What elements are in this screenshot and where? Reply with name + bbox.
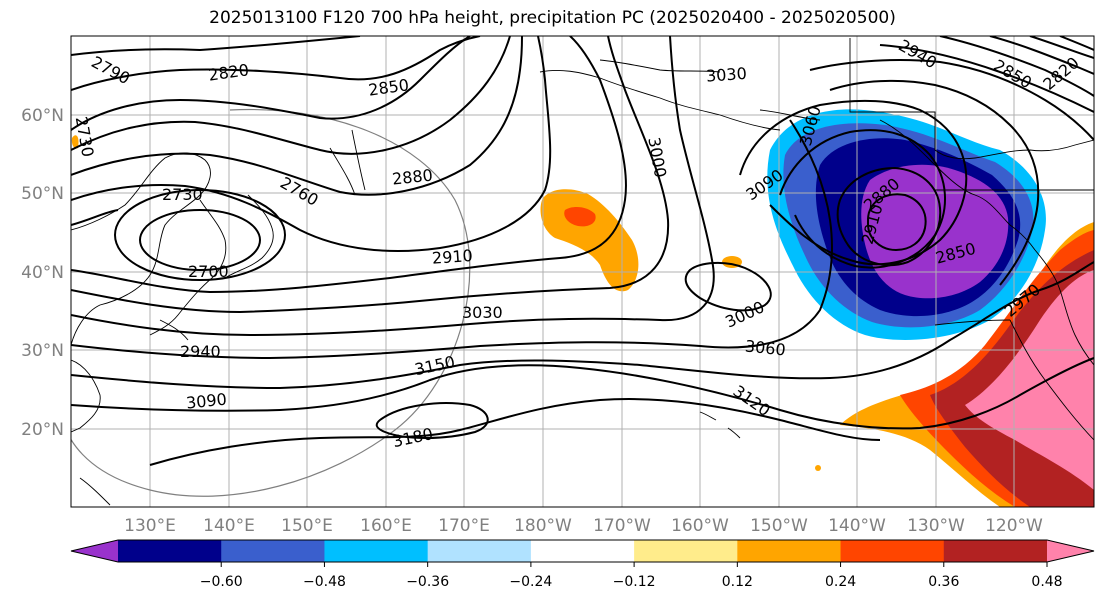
- contour-label: 2910: [431, 246, 473, 268]
- colorbar-ticks: −0.60 −0.48 −0.36 −0.24 −0.12 0.12 0.24 0.36 0.4…: [200, 562, 1063, 590]
- lon-label-120w: 120°W: [985, 516, 1043, 536]
- map-plot-area: 2790 2820 2850 2730 2730 2760 2700 2880 …: [71, 36, 1094, 507]
- precip-negative-region: [767, 109, 1046, 340]
- colorbar: −0.60 −0.48 −0.36 −0.24 −0.12 0.12 0.24 0.36 0.4…: [70, 539, 1095, 590]
- colorbar-tick-label: −0.36: [406, 574, 449, 590]
- lon-label-130w: 130°W: [907, 516, 965, 536]
- colorbar-tick-label: −0.24: [509, 574, 552, 590]
- lon-label-170w: 170°W: [593, 516, 651, 536]
- map-title: 2025013100 F120 700 hPa height, precipit…: [209, 8, 896, 28]
- colorbar-tick-label: 0.36: [928, 574, 959, 590]
- contour-label: 3030: [705, 64, 747, 86]
- precip-positive-region-central: [540, 189, 821, 471]
- colorbar-tick-label: 0.48: [1031, 574, 1062, 590]
- lon-label-150e: 150°E: [281, 516, 333, 536]
- colorbar-cell: [530, 540, 635, 562]
- colorbar-tick-label: −0.48: [303, 574, 346, 590]
- colorbar-cell: [840, 540, 945, 562]
- lon-label-160e: 160°E: [360, 516, 412, 536]
- colorbar-cells: [71, 540, 1094, 562]
- longitude-labels: 130°E 140°E 150°E 160°E 170°E 180°W 170°…: [124, 516, 1043, 536]
- contour-label: 2880: [391, 166, 433, 189]
- lat-label-50n: 50°N: [21, 184, 64, 204]
- colorbar-tick-label: 0.24: [825, 574, 856, 590]
- colorbar-cell: [324, 540, 429, 562]
- lon-label-140w: 140°W: [828, 516, 886, 536]
- map-frame: [70, 35, 1095, 508]
- colorbar-cell: [1047, 540, 1094, 562]
- lon-label-170e: 170°E: [438, 516, 490, 536]
- colorbar-cell: [634, 540, 738, 562]
- contour-label: 3060: [744, 336, 786, 359]
- latitude-labels: 60°N 50°N 40°N 30°N 20°N: [21, 106, 64, 440]
- colorbar-cell: [737, 540, 842, 562]
- colorbar-tick-label: −0.12: [613, 574, 656, 590]
- lat-label-20n: 20°N: [21, 420, 64, 440]
- colorbar-tick-label: −0.60: [200, 574, 243, 590]
- colorbar-cell: [427, 540, 532, 562]
- lat-label-30n: 30°N: [21, 341, 64, 361]
- contour-label: 2730: [162, 185, 203, 204]
- colorbar-cell: [943, 540, 1048, 562]
- colorbar-cell: [221, 540, 325, 562]
- colorbar-outline: [70, 539, 1095, 563]
- lat-label-60n: 60°N: [21, 106, 64, 126]
- colorbar-cell: [118, 540, 222, 562]
- lon-label-140e: 140°E: [203, 516, 255, 536]
- lon-label-160w: 160°W: [671, 516, 729, 536]
- height-contours: [71, 36, 1094, 466]
- colorbar-tick-label: 0.12: [722, 574, 753, 590]
- lat-label-40n: 40°N: [21, 263, 64, 283]
- contour-label: 3090: [185, 390, 227, 413]
- contour-label: 2940: [180, 342, 221, 361]
- contour-label: 2700: [188, 262, 229, 281]
- graticule: [71, 36, 1094, 507]
- lon-label-180w: 180°W: [514, 516, 572, 536]
- lon-label-130e: 130°E: [124, 516, 176, 536]
- lon-label-150w: 150°W: [750, 516, 808, 536]
- contour-label: 3030: [462, 303, 503, 322]
